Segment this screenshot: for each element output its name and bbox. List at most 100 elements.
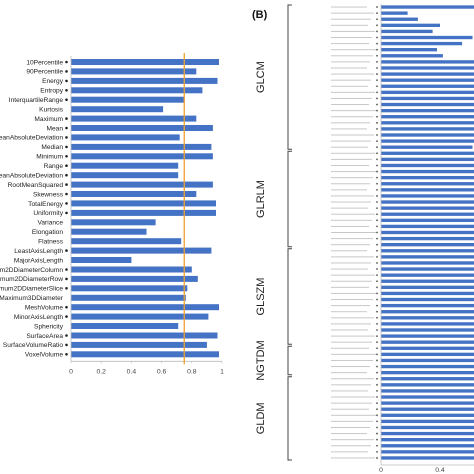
significance-marker [376, 243, 378, 246]
feature-label-placeholder [331, 122, 370, 124]
x-tick-label: 1 [220, 368, 224, 375]
bar-Mean [71, 125, 213, 131]
bar [381, 175, 474, 180]
bar [381, 352, 474, 357]
significance-marker [376, 450, 378, 453]
significance-marker [376, 231, 378, 234]
significance-marker [376, 323, 378, 325]
bar-MeanAbsoluteDeviation [71, 134, 180, 141]
category-label: MeanAbsoluteDeviation [0, 135, 63, 142]
bar [381, 346, 474, 350]
bar [381, 438, 474, 442]
significance-marker [376, 109, 378, 112]
bar [381, 456, 474, 460]
bar-LeastAxisLength [71, 247, 212, 254]
significance-marker [376, 432, 378, 435]
feature-label-placeholder [331, 390, 368, 392]
bar [381, 328, 474, 332]
bar [381, 5, 474, 9]
group-label: GLSZM [255, 278, 267, 316]
bar [381, 139, 474, 143]
feature-label-placeholder [331, 299, 373, 301]
feature-label-placeholder [331, 67, 367, 69]
category-label: mum2DDiameterSlice [0, 286, 63, 293]
bar [381, 358, 474, 363]
feature-label-placeholder [331, 396, 375, 398]
significance-marker [376, 304, 378, 307]
significance-marker [376, 213, 378, 216]
significance-marker [376, 286, 378, 289]
category-label: VoxelVolume [25, 352, 63, 359]
significance-marker [376, 195, 378, 197]
significance-marker [376, 146, 378, 149]
bar [381, 121, 474, 125]
bar [381, 255, 474, 259]
category-label: Uniformity [33, 210, 63, 217]
category-label: 90Percentile [26, 69, 63, 76]
significance-marker [376, 347, 378, 350]
significance-marker [376, 12, 378, 15]
feature-label-placeholder [331, 219, 372, 221]
significance-marker [376, 91, 378, 94]
feature-label-placeholder [331, 414, 376, 416]
bar [381, 401, 474, 405]
significance-marker [376, 408, 378, 411]
bar-Maximum2DDiameterSlice [71, 285, 188, 292]
bar [381, 48, 437, 52]
significance-marker [376, 457, 378, 459]
bar [381, 273, 474, 277]
significance-marker [376, 402, 378, 405]
bar [381, 407, 474, 411]
bar [381, 340, 474, 344]
significance-marker [376, 30, 378, 33]
significance-marker [65, 192, 68, 196]
significance-marker [376, 164, 378, 167]
feature-label-placeholder [331, 37, 372, 39]
category-label: Kurtosis [39, 107, 64, 114]
category-label: Minimum [36, 154, 63, 161]
bar [381, 383, 474, 387]
significance-marker [376, 329, 378, 331]
significance-marker [376, 396, 378, 398]
panel-label: (B) [252, 9, 268, 21]
significance-marker [376, 390, 378, 392]
feature-label-placeholder [331, 311, 367, 313]
significance-marker [376, 48, 378, 51]
bar-Median [71, 143, 212, 150]
x-tick-label: 0.8 [187, 368, 197, 375]
significance-marker [376, 292, 378, 295]
significance-marker [65, 183, 68, 186]
feature-label-placeholder [331, 177, 373, 179]
feature-label-placeholder [331, 110, 376, 112]
bar-Flatness [71, 238, 182, 245]
significance-marker [65, 117, 68, 120]
significance-marker [65, 343, 68, 347]
feature-label-placeholder [331, 55, 373, 57]
bar [381, 316, 474, 320]
bar-MeshVolume [71, 304, 219, 311]
panel-b-chart: (B) 0 0.4 GLCM GLRLM GLSZM NGTDM GLDM [252, 4, 474, 474]
category-label: InterquartileRange [9, 97, 64, 104]
bar [381, 200, 474, 204]
significance-marker [376, 341, 378, 344]
group-label: NGTDM [255, 340, 267, 380]
significance-marker [376, 207, 378, 210]
feature-label-placeholder [331, 384, 371, 386]
feature-label-placeholder [331, 244, 370, 246]
bar-Energy [71, 77, 218, 84]
feature-label-placeholder [331, 420, 373, 422]
x-tick-label: 0 [379, 467, 383, 474]
bar [381, 41, 463, 46]
significance-marker [376, 73, 378, 75]
significance-marker [65, 60, 68, 64]
significance-marker [376, 335, 378, 337]
feature-label-placeholder [331, 140, 371, 142]
significance-marker [376, 365, 378, 368]
significance-marker [376, 280, 378, 283]
bar [381, 370, 474, 375]
significance-marker [376, 134, 378, 136]
feature-label-placeholder [331, 250, 367, 252]
feature-label-placeholder [331, 6, 367, 8]
significance-marker [65, 98, 68, 101]
bar [381, 279, 474, 283]
